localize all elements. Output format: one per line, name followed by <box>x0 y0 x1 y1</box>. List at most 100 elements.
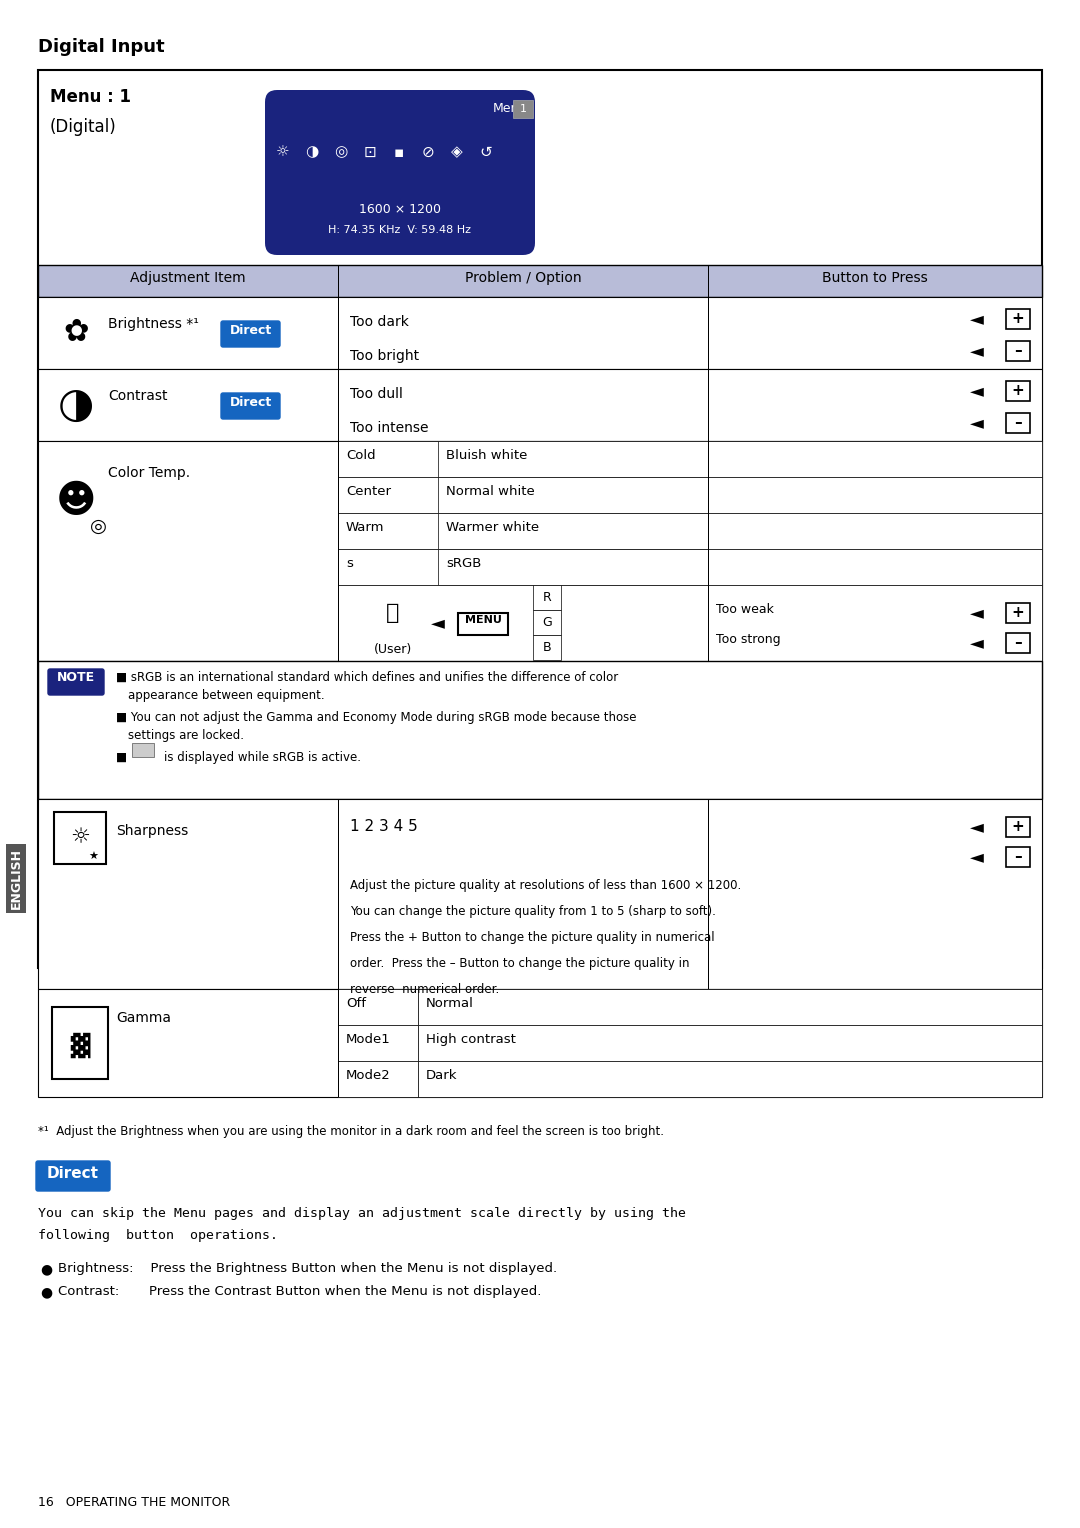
Text: ◄: ◄ <box>970 634 984 652</box>
Text: Too bright: Too bright <box>350 348 419 364</box>
Text: Brightness:    Press the Brightness Button when the Menu is not displayed.: Brightness: Press the Brightness Button … <box>58 1262 557 1274</box>
Text: R: R <box>542 591 552 604</box>
Bar <box>132 743 154 756</box>
Text: ◎: ◎ <box>335 145 348 159</box>
Text: 16   OPERATING THE MONITOR: 16 OPERATING THE MONITOR <box>38 1496 230 1510</box>
Text: *¹  Adjust the Brightness when you are using the monitor in a dark room and feel: *¹ Adjust the Brightness when you are us… <box>38 1125 664 1138</box>
Text: Warm: Warm <box>346 521 384 533</box>
Text: ◎: ◎ <box>90 516 107 535</box>
Text: Dark: Dark <box>426 1070 458 1082</box>
Text: Center: Center <box>346 484 391 498</box>
Text: ☼: ☼ <box>276 145 289 159</box>
Text: ◄: ◄ <box>970 604 984 622</box>
Text: Adjustment Item: Adjustment Item <box>131 270 246 286</box>
Text: appearance between equipment.: appearance between equipment. <box>129 689 325 701</box>
Text: ◄: ◄ <box>431 614 445 633</box>
Bar <box>1005 817 1030 837</box>
Text: 1: 1 <box>519 104 527 115</box>
Bar <box>438 442 708 477</box>
Bar <box>1005 413 1030 432</box>
Text: –: – <box>1014 636 1022 649</box>
FancyBboxPatch shape <box>265 90 535 255</box>
Text: ENGLISH: ENGLISH <box>10 848 23 909</box>
Text: ■: ■ <box>116 750 127 764</box>
Text: sRGB: sRGB <box>446 558 482 570</box>
Text: ⊘: ⊘ <box>421 145 434 159</box>
Text: Adjust the picture quality at resolutions of less than 1600 × 1200.: Adjust the picture quality at resolution… <box>350 879 741 892</box>
Text: ●: ● <box>40 1285 52 1299</box>
Bar <box>1005 309 1030 329</box>
Bar <box>338 477 708 513</box>
Text: ★: ★ <box>87 853 98 862</box>
Bar <box>513 99 534 118</box>
Text: Off: Off <box>346 996 366 1010</box>
Text: Direct: Direct <box>230 396 272 410</box>
Text: ◑: ◑ <box>306 145 319 159</box>
Text: ☻: ☻ <box>56 481 96 520</box>
Bar <box>534 636 561 660</box>
Text: Mode1: Mode1 <box>346 1033 391 1047</box>
Text: ◄: ◄ <box>970 310 984 329</box>
Text: following  button  operations.: following button operations. <box>38 1229 278 1242</box>
Text: Gamma: Gamma <box>116 1012 171 1025</box>
Bar <box>708 585 1042 662</box>
Text: ◄: ◄ <box>970 342 984 361</box>
Text: Button to Press: Button to Press <box>822 270 928 286</box>
Text: ●: ● <box>40 1262 52 1276</box>
Text: High contrast: High contrast <box>426 1033 516 1047</box>
Text: Menu : 1: Menu : 1 <box>50 89 131 105</box>
Text: 🚶: 🚶 <box>387 604 400 623</box>
Bar <box>708 549 1042 585</box>
Text: ◄: ◄ <box>970 414 984 432</box>
Text: Too dark: Too dark <box>350 315 409 329</box>
Text: Normal white: Normal white <box>446 484 535 498</box>
Bar <box>418 989 1042 1025</box>
Text: ■ You can not adjust the Gamma and Economy Mode during sRGB mode because those: ■ You can not adjust the Gamma and Econo… <box>116 711 636 724</box>
Bar <box>418 1060 1042 1097</box>
Text: ▪: ▪ <box>394 145 404 159</box>
Text: +: + <box>1012 384 1024 397</box>
Bar <box>338 513 708 549</box>
Text: Press the + Button to change the picture quality in numerical: Press the + Button to change the picture… <box>350 931 715 944</box>
Text: B: B <box>542 642 551 654</box>
Text: Digital Input: Digital Input <box>38 38 164 57</box>
Bar <box>38 70 1042 969</box>
Bar <box>708 513 1042 549</box>
Text: ◑: ◑ <box>58 384 94 426</box>
Text: Normal: Normal <box>426 996 474 1010</box>
Text: settings are locked.: settings are locked. <box>129 729 244 743</box>
Text: MENU: MENU <box>464 614 501 625</box>
Text: You can change the picture quality from 1 to 5 (sharp to soft).: You can change the picture quality from … <box>350 905 716 918</box>
Text: Color Temp.: Color Temp. <box>108 466 190 480</box>
FancyBboxPatch shape <box>221 393 280 419</box>
Bar <box>1005 633 1030 652</box>
Text: Direct: Direct <box>230 324 272 338</box>
Bar <box>338 989 418 1025</box>
Text: Too intense: Too intense <box>350 422 429 435</box>
FancyBboxPatch shape <box>36 1161 110 1190</box>
Text: ◄: ◄ <box>970 382 984 400</box>
Bar <box>38 264 1042 296</box>
Bar <box>1005 380 1030 400</box>
Text: 1 2 3 4 5: 1 2 3 4 5 <box>350 819 418 834</box>
Text: 1600 × 1200: 1600 × 1200 <box>359 203 441 215</box>
Bar <box>38 296 1042 368</box>
Text: Problem / Option: Problem / Option <box>464 270 581 286</box>
Text: (User): (User) <box>374 643 413 656</box>
Bar <box>1005 604 1030 623</box>
Text: Contrast:       Press the Contrast Button when the Menu is not displayed.: Contrast: Press the Contrast Button when… <box>58 1285 541 1297</box>
Text: G: G <box>542 616 552 630</box>
Text: +: + <box>1012 819 1024 834</box>
Text: ▓: ▓ <box>70 1033 90 1057</box>
Text: Too dull: Too dull <box>350 387 403 400</box>
Text: reverse  numerical order.: reverse numerical order. <box>350 983 499 996</box>
Text: ◄: ◄ <box>970 848 984 866</box>
Bar <box>438 549 708 585</box>
Text: –: – <box>1014 850 1022 863</box>
Bar <box>338 585 708 662</box>
Bar <box>38 368 1042 442</box>
Bar <box>708 442 1042 477</box>
Bar <box>708 477 1042 513</box>
Bar <box>338 442 708 477</box>
Bar <box>54 811 106 863</box>
